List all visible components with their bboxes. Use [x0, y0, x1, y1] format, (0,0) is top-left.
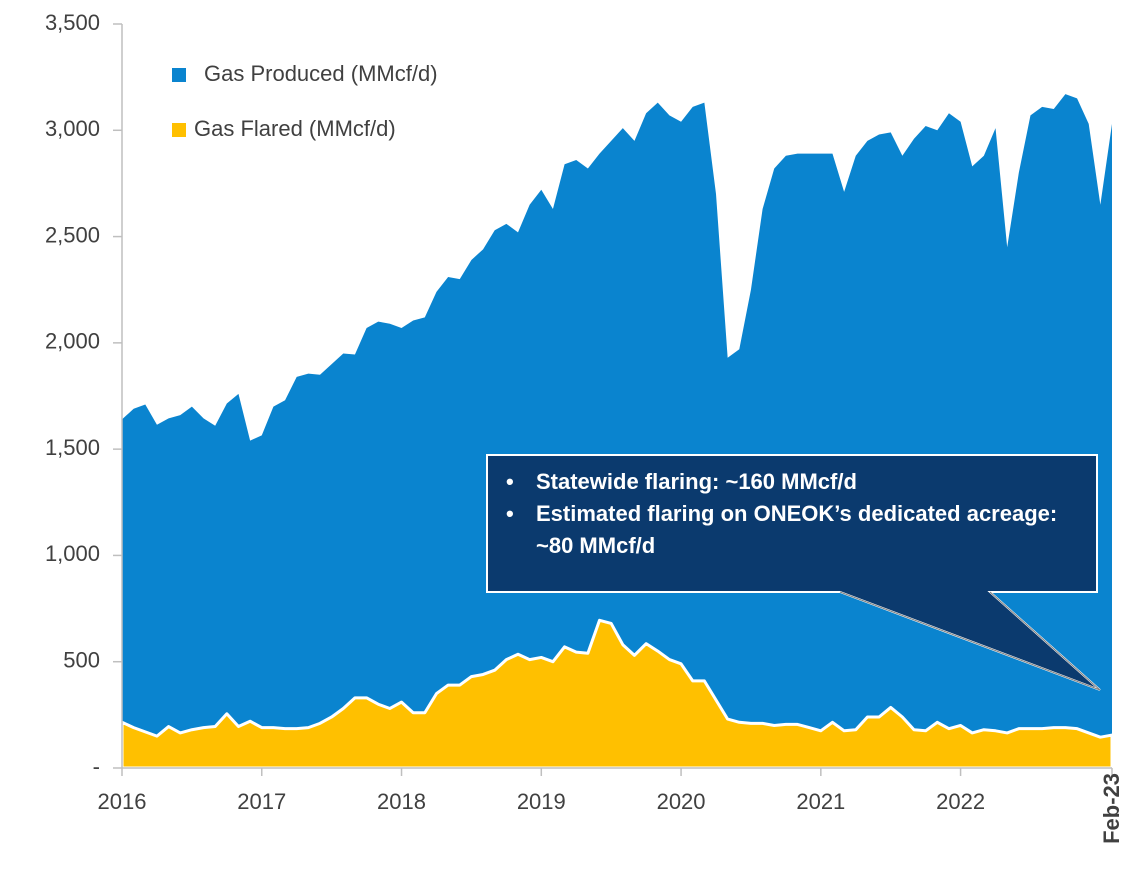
legend-label: Gas Flared (MMcf/d): [194, 116, 396, 141]
y-tick-label: 1,500: [45, 435, 100, 460]
axes: - 500 1,000 1,500 2,000 2,500 3,000 3,500 2016 20…: [45, 10, 1124, 844]
callout-text: Statewide flaring: ~160 MMcf/d Estimated…: [500, 466, 1080, 562]
legend-swatch: [172, 123, 186, 137]
legend-label: Gas Produced (MMcf/d): [204, 61, 438, 86]
legend-swatch: [172, 68, 186, 82]
y-tick-label: 3,500: [45, 10, 100, 35]
x-tick-label: 2017: [237, 789, 286, 814]
x-tick-label: 2021: [796, 789, 845, 814]
callout-pointer-edge: [839, 591, 1101, 691]
x-tick-label: 2020: [657, 789, 706, 814]
annotation: Estimated flaring on ONEOK’s dedicated a…: [506, 498, 1080, 562]
y-tick-label: 2,500: [45, 222, 100, 247]
x-tick-label: 2022: [936, 789, 985, 814]
x-tick-label: 2016: [98, 789, 147, 814]
plot-area: [120, 94, 1118, 772]
baseline-mask: [120, 768, 1118, 772]
annotation: Statewide flaring: ~160 MMcf/d: [506, 466, 1080, 498]
y-tick-label: 2,000: [45, 329, 100, 354]
area: [120, 618, 1114, 770]
y-tick-label: -: [93, 754, 100, 779]
y-tick-label: 1,000: [45, 541, 100, 566]
y-tick-label: 3,000: [45, 116, 100, 141]
x-tick-label: Feb-23: [1099, 773, 1124, 844]
legend: Gas Produced (MMcf/d) Gas Flared (MMcf/d): [172, 61, 438, 141]
x-tick-label: 2019: [517, 789, 566, 814]
x-tick-label: 2018: [377, 789, 426, 814]
y-tick-label: 500: [63, 648, 100, 673]
